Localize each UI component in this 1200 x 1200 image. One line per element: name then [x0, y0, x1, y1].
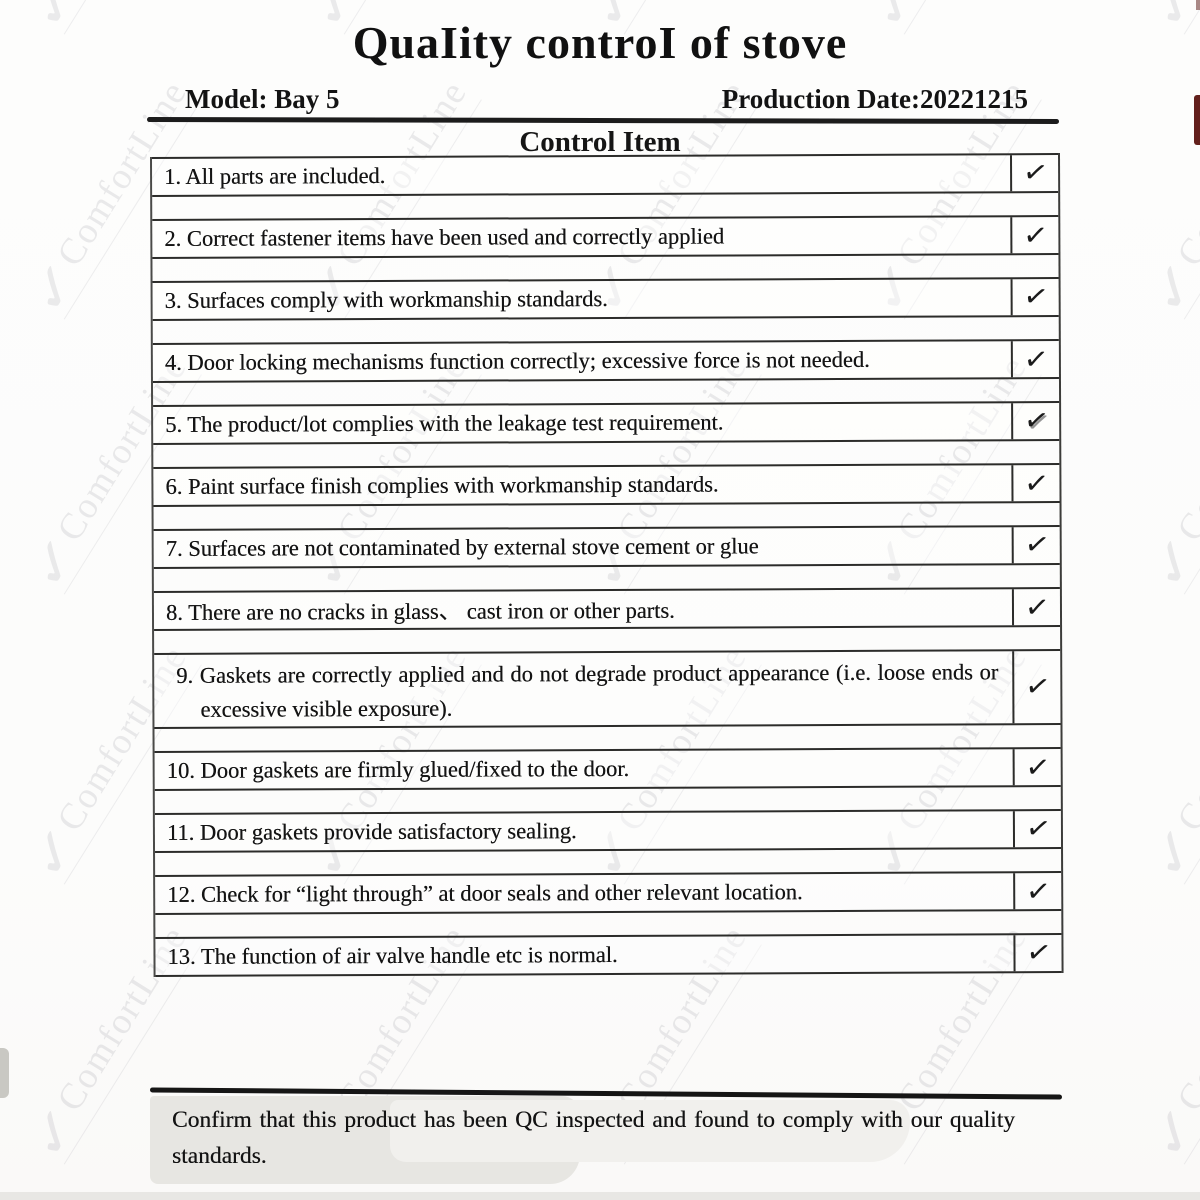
checklist-row: 7. Surfaces are not contaminated by exte… — [153, 524, 1060, 569]
checklist-row: 3. Surfaces comply with workmanship stan… — [152, 276, 1059, 321]
scan-edge-mark-top — [1196, 0, 1200, 10]
checkmark-icon: ✓ — [1024, 872, 1053, 909]
checklist-row: 11. Door gaskets provide satisfactory se… — [154, 808, 1062, 853]
checklist-item-text: 10. Door gaskets are firmly glued/fixed … — [166, 755, 630, 783]
checklist-item-text: 11. Door gaskets provide satisfactory se… — [166, 818, 577, 845]
checkmark-cell: ✓ — [1010, 152, 1059, 192]
checklist-item-text: 2. Correct fastener items have been used… — [164, 223, 725, 251]
checkmark-cell: ✓ — [1011, 524, 1060, 564]
checklist-item-text: 8. There are no cracks in glass、 cast ir… — [165, 597, 675, 625]
checklist-item-text: 3. Surfaces comply with workmanship stan… — [164, 286, 608, 313]
checkmark-cell: ✓ — [1011, 464, 1060, 502]
checkmark-cell: ✓ — [1012, 808, 1062, 848]
checklist-item-text: 13. The function of air valve handle etc… — [167, 941, 618, 969]
scan-edge-blob-left — [0, 1048, 9, 1098]
checklist-row: 4. Door locking mechanisms function corr… — [152, 339, 1059, 383]
model-label: Model: Bay 5 — [185, 84, 340, 114]
checkmark-icon: ✓ — [1023, 932, 1054, 971]
scan-shadow-patch-light — [390, 1100, 910, 1162]
checkmark-cell: ✓ — [1013, 872, 1062, 910]
checklist-item-text: 5. The product/lot complies with the lea… — [165, 409, 724, 437]
header-divider-line — [146, 117, 1060, 124]
checklist-row: 2. Correct fastener items have been used… — [152, 215, 1059, 259]
checkmark-icon: ✓ — [1023, 748, 1052, 785]
checkmark-icon: ✓ — [1020, 152, 1051, 191]
checkmark-cell: ✓ — [1010, 340, 1059, 378]
checkmark-cell: ✓ — [1010, 276, 1059, 316]
checkmark-icon: ✓ — [1023, 808, 1054, 847]
checklist-item-text: 4. Door locking mechanisms function corr… — [164, 346, 870, 375]
production-date-label: Production Date:20221215 — [721, 84, 1028, 114]
document-title: QuaIity controI of stove — [352, 17, 848, 68]
checklist-row: 10. Door gaskets are firmly glued/fixed … — [154, 747, 1061, 791]
checklist-row: 5. The product/lot complies with the lea… — [153, 400, 1060, 445]
section-header: Control Item — [519, 126, 681, 158]
checkmark-icon: ✓ — [1022, 588, 1052, 625]
checklist-row: 8. There are no cracks in glass、 cast ir… — [153, 587, 1061, 631]
checklist-row: 12. Check for “light through” at door se… — [155, 871, 1062, 915]
confirmation-statement: Confirm that this product has been QC in… — [172, 1107, 1015, 1169]
checklist-item-text: 1. All parts are included. — [164, 162, 386, 189]
checklist-row: 6. Paint surface finish complies with wo… — [153, 463, 1060, 507]
checklist-table: 1. All parts are included. ✓ 2. Correct … — [150, 153, 1064, 977]
checklist-item-text: 12. Check for “light through” at door se… — [167, 879, 803, 907]
checklist-row: 1. All parts are included. ✓ — [151, 152, 1059, 197]
meta-row: Model: Bay 5 Production Date:20221215 — [0, 84, 1200, 120]
checkmark-cell: ✓ — [1010, 216, 1059, 254]
checkmark-icon: ✓ — [1021, 216, 1050, 253]
checkmark-cell: ✓ — [1012, 651, 1061, 724]
checklist-row: 9. Gaskets are correctly applied and do … — [154, 649, 1061, 729]
checkmark-icon: ✓ — [1021, 524, 1053, 563]
checkmark-icon: ✓ — [1022, 666, 1053, 705]
checklist-item-text: 6. Paint surface finish complies with wo… — [165, 471, 719, 499]
checklist-row: 13. The function of air valve handle etc… — [155, 932, 1062, 977]
checkmark-icon: ✓ — [1021, 400, 1052, 439]
checkmark-cell: ✓ — [1011, 400, 1060, 440]
checkmark-cell: ✓ — [1013, 932, 1062, 972]
checkmark-icon: ✓ — [1020, 276, 1052, 315]
checkmark-cell: ✓ — [1012, 748, 1061, 786]
checkmark-icon: ✓ — [1021, 340, 1051, 377]
checkmark-cell: ✓ — [1011, 588, 1061, 626]
scan-edge-mark — [1194, 95, 1200, 145]
scan-bottom-strip — [0, 1192, 1200, 1200]
checkmark-icon: ✓ — [1022, 464, 1051, 501]
checklist-item-text: 7. Surfaces are not contaminated by exte… — [165, 533, 759, 561]
checklist-item-text: 9. Gaskets are correctly applied and do … — [176, 659, 999, 722]
